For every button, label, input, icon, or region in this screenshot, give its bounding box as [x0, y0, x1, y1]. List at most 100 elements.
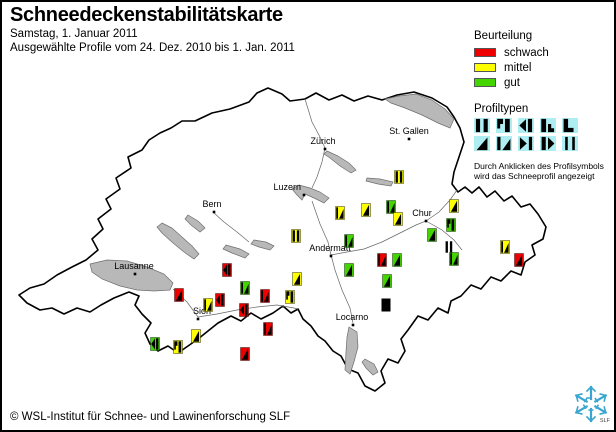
- profile-marker-3-mittel[interactable]: [361, 203, 371, 217]
- profile-marker-7-gut[interactable]: [344, 234, 354, 248]
- note-line-2: wird das Schneeprofil angezeigt: [474, 171, 595, 181]
- profiltyp-icon-5: [562, 118, 578, 133]
- city-label: Bern: [202, 199, 221, 209]
- legend-swatch-schwach: [474, 48, 496, 57]
- legend-swatch-gut: [474, 78, 496, 87]
- profile-marker-30-schwach[interactable]: [377, 253, 387, 267]
- snowflake-icon: [574, 385, 608, 423]
- lake-constance: [384, 93, 455, 129]
- lake-maggiore: [344, 326, 359, 375]
- switzerland-border: [18, 87, 547, 392]
- profile-marker-31-gut[interactable]: [392, 253, 402, 267]
- city-label: Lausanne: [114, 261, 154, 271]
- legend-label-mittel: mittel: [504, 61, 532, 74]
- profile-marker-17-schwach[interactable]: [174, 288, 184, 302]
- city-stgallen: St. Gallen: [389, 126, 429, 141]
- profile-marker-5-mittel[interactable]: [393, 212, 403, 226]
- city-chur: Chur: [412, 208, 432, 223]
- city-label: St. Gallen: [389, 126, 429, 136]
- profile-marker-14-schwach[interactable]: [514, 253, 524, 267]
- lake-zurich: [323, 150, 357, 174]
- profile-marker-13-mittel[interactable]: [500, 240, 510, 254]
- profile-marker-21-schwach[interactable]: [239, 303, 249, 317]
- slf-logo: SLF: [570, 380, 612, 428]
- legend-label-gut: gut: [504, 76, 520, 89]
- legend-row-schwach: schwach: [474, 45, 612, 60]
- city-label: Sion: [193, 306, 211, 316]
- city-andermatt: Andermatt: [309, 243, 351, 258]
- legend-row-gut: gut: [474, 75, 612, 90]
- profiltyp-icon-4: [540, 118, 556, 133]
- lake-lugano: [361, 358, 379, 376]
- profile-marker-27-mittel[interactable]: [173, 340, 183, 354]
- profile-marker-1-mittel[interactable]: [394, 170, 404, 184]
- beurteilung-title: Beurteilung: [474, 30, 533, 42]
- inner-lines: [172, 98, 463, 324]
- profiltyp-icon-6: [474, 136, 490, 151]
- city-zrich: Zürich: [310, 136, 336, 151]
- profiltyp-icon-2: [496, 118, 512, 133]
- legend-note: Durch Anklicken des Profilsymbols wird d…: [474, 161, 614, 181]
- profile-marker-4-gut[interactable]: [386, 200, 396, 214]
- profile-marker-29-gut[interactable]: [344, 263, 354, 277]
- city-sion: Sion: [193, 306, 211, 321]
- header: Schneedeckenstabilitätskarte Samstag, 1.…: [10, 4, 295, 55]
- date-line: Samstag, 1. Januar 2011: [10, 28, 138, 40]
- profile-marker-32-gut[interactable]: [382, 274, 392, 288]
- profile-marker-15-schwach[interactable]: [222, 263, 232, 277]
- profile-marker-16-gut[interactable]: [240, 281, 250, 295]
- attribution: © WSL-Institut für Schnee- und Lawinenfo…: [10, 411, 291, 423]
- profiltyp-icon-7: [496, 136, 512, 151]
- legend-swatch-mittel: [474, 63, 496, 72]
- profile-marker-6-mittel[interactable]: [291, 229, 301, 243]
- legend: Beurteilung schwach mittel gut Profiltypen…: [474, 30, 612, 181]
- lake-lucerne: [291, 184, 330, 204]
- city-bern: Bern: [202, 199, 222, 214]
- slf-logo-label: SLF: [599, 418, 610, 424]
- profiltyp-icon-1: [474, 118, 490, 133]
- city-lausanne: Lausanne: [114, 261, 154, 276]
- profile-marker-2-mittel[interactable]: [335, 206, 345, 220]
- profiltyp-icon-9: [540, 136, 556, 151]
- profiltypen-title: Profiltypen: [474, 103, 529, 115]
- city-locarno: Locarno: [336, 312, 369, 327]
- city-label: Locarno: [336, 312, 369, 322]
- profile-marker-24-schwach[interactable]: [263, 322, 273, 336]
- page-title: Schneedeckenstabilitätskarte: [10, 4, 283, 26]
- profiltyp-icon-10: [562, 136, 578, 151]
- profile-marker-9-gut[interactable]: [446, 218, 456, 232]
- profiltyp-icon-8: [518, 136, 534, 151]
- city-luzern: Luzern: [273, 182, 306, 197]
- city-label: Chur: [412, 208, 432, 218]
- profile-marker-19-schwach[interactable]: [260, 289, 270, 303]
- profile-marker-20-mittel[interactable]: [203, 298, 213, 312]
- profile-marker-8-mittel[interactable]: [449, 199, 459, 213]
- profile-marker-11-none[interactable]: [445, 241, 453, 253]
- lake-biel: [184, 214, 206, 233]
- profile-marker-33-none[interactable]: [381, 298, 391, 312]
- profile-marker-12-gut[interactable]: [449, 252, 459, 266]
- profile-marker-28-schwach[interactable]: [240, 347, 250, 361]
- profiltypen-icons: [474, 118, 586, 151]
- city-label: Zürich: [310, 136, 335, 146]
- subtitle: Ausgewählte Profile vom 24. Dez. 2010 bi…: [10, 42, 295, 54]
- lake-brienz: [250, 239, 275, 251]
- legend-label-schwach: schwach: [504, 46, 549, 59]
- lake-geneva: [89, 259, 174, 292]
- note-line-1: Durch Anklicken des Profilsymbols: [474, 161, 604, 171]
- city-label: Andermatt: [309, 243, 351, 253]
- city-label: Luzern: [273, 182, 301, 192]
- profile-marker-25-mittel[interactable]: [191, 329, 201, 343]
- profile-marker-23-mittel[interactable]: [285, 290, 295, 304]
- walensee: [365, 177, 394, 187]
- lakes: [89, 93, 455, 376]
- profile-marker-22-mittel[interactable]: [292, 272, 302, 286]
- profile-marker-26-gut[interactable]: [150, 337, 160, 351]
- lake-thun: [222, 244, 250, 259]
- profiltyp-icon-3: [518, 118, 534, 133]
- rating-legend: schwach mittel gut: [474, 45, 612, 90]
- profile-marker-10-gut[interactable]: [427, 228, 437, 242]
- profile-marker-18-schwach[interactable]: [215, 293, 225, 307]
